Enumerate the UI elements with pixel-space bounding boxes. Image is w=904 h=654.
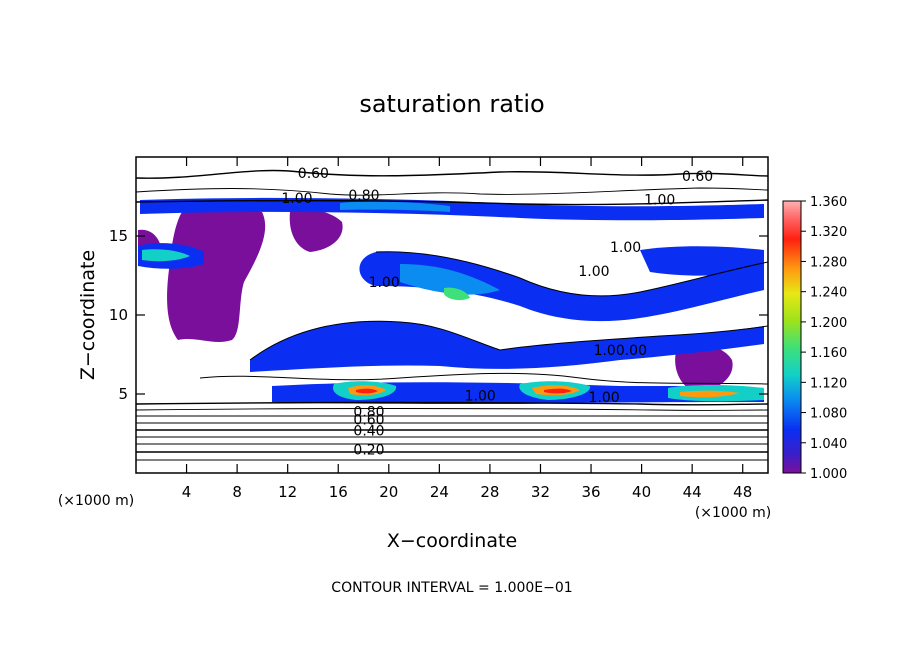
contour-interval-note: CONTOUR INTERVAL = 1.000E−01 <box>331 580 572 596</box>
colorbar-label: 1.000 <box>810 467 847 482</box>
x-tick-label: 4 <box>182 483 192 501</box>
field-band-top <box>140 197 764 221</box>
y-tick-label: 10 <box>109 306 128 324</box>
colorbar <box>782 200 802 474</box>
x-tick-label: 48 <box>733 483 752 501</box>
contour-label: 0.80 <box>348 188 379 204</box>
x-tick-label: 24 <box>430 483 449 501</box>
x-axis-label: X−coordinate <box>387 530 517 552</box>
contour-line-1-00-bottom <box>199 372 768 385</box>
x-unit-left: (×1000 m) <box>58 493 134 509</box>
x-unit-right: (×1000 m) <box>695 505 771 521</box>
contour-line-layer-2 <box>136 408 768 411</box>
contour-label: 1.00 <box>610 240 641 256</box>
x-tick-label: 32 <box>531 483 550 501</box>
x-tick-label: 16 <box>329 483 348 501</box>
contour-label: 0.20 <box>353 442 384 458</box>
contour-label: 1.00 <box>644 193 675 209</box>
chart-title: saturation ratio <box>359 90 544 118</box>
contour-label: 1.00 <box>589 390 620 406</box>
field-band-top-core <box>340 201 450 212</box>
colorbar-label: 1.200 <box>810 316 847 331</box>
contour-label: 0.80 <box>353 404 384 420</box>
contour-line-0-60 <box>136 169 768 179</box>
y-axis-label: Z−coordinate <box>77 250 99 380</box>
x-tick-label: 44 <box>683 483 702 501</box>
colorbar-label: 1.320 <box>810 225 847 240</box>
field-hot-2-peak <box>544 388 572 394</box>
field-band-mid-hot <box>444 287 470 301</box>
contour-labels: 0.60 0.601.00 0.80 1.001.001.001.001.00.001… <box>281 166 713 458</box>
colorbar-label: 1.120 <box>810 376 847 391</box>
colorbar-labels: 1.360 1.320 1.280 1.240 1.200 1.160 1.120 1.080… <box>801 195 847 482</box>
field-region-purple-1 <box>167 207 266 342</box>
contour-label: 1.00 <box>369 275 400 291</box>
y-tick-label: 5 <box>118 385 128 403</box>
contour-label: 0.60 <box>353 412 384 428</box>
y-tick-label: 15 <box>109 227 128 245</box>
field-band-mid-core <box>400 264 500 295</box>
colorbar-label: 1.040 <box>810 437 847 452</box>
contour-line-0-80 <box>136 187 768 196</box>
field-hot-1-peak <box>356 388 378 394</box>
contour-label: 1.00.00 <box>594 343 647 359</box>
field-region-purple-4 <box>675 345 733 392</box>
x-tick-label: 12 <box>278 483 297 501</box>
field-band-right-upper <box>640 246 764 276</box>
x-tick-label: 20 <box>379 483 398 501</box>
contour-line-1-00-top <box>136 199 768 206</box>
contour-label: 1.00 <box>465 389 496 405</box>
contour-line-layer-1 <box>136 401 768 406</box>
colorbar-label: 1.360 <box>810 195 847 210</box>
field-band-lower <box>250 321 764 372</box>
field-band-left-core <box>142 249 190 262</box>
x-tick-label: 28 <box>480 483 499 501</box>
x-axis-ticks: 4 8 12 16 20 24 28 32 36 40 44 48 <box>182 157 752 501</box>
contour-label: 0.40 <box>353 423 384 439</box>
contour-label: 1.00 <box>281 191 312 207</box>
field-band-mid <box>359 251 764 322</box>
field-hot-3-core <box>680 390 740 398</box>
contour-label: 0.60 <box>682 169 713 185</box>
colorbar-label: 1.280 <box>810 255 847 270</box>
contour-label: 1.00 <box>578 264 609 280</box>
colorbar-label: 1.160 <box>810 346 847 361</box>
x-tick-label: 40 <box>632 483 651 501</box>
contour-line-1-00-lower <box>249 320 768 361</box>
contour-line-1-00-mid <box>375 251 768 297</box>
x-tick-label: 36 <box>581 483 600 501</box>
saturation-field <box>136 169 768 461</box>
contour-label: 0.60 <box>298 166 329 182</box>
y-axis-ticks: 5 10 15 <box>109 227 768 403</box>
field-region-purple-2 <box>289 209 343 252</box>
colorbar-label: 1.240 <box>810 286 847 301</box>
x-tick-label: 8 <box>232 483 242 501</box>
colorbar-label: 1.080 <box>810 407 847 422</box>
